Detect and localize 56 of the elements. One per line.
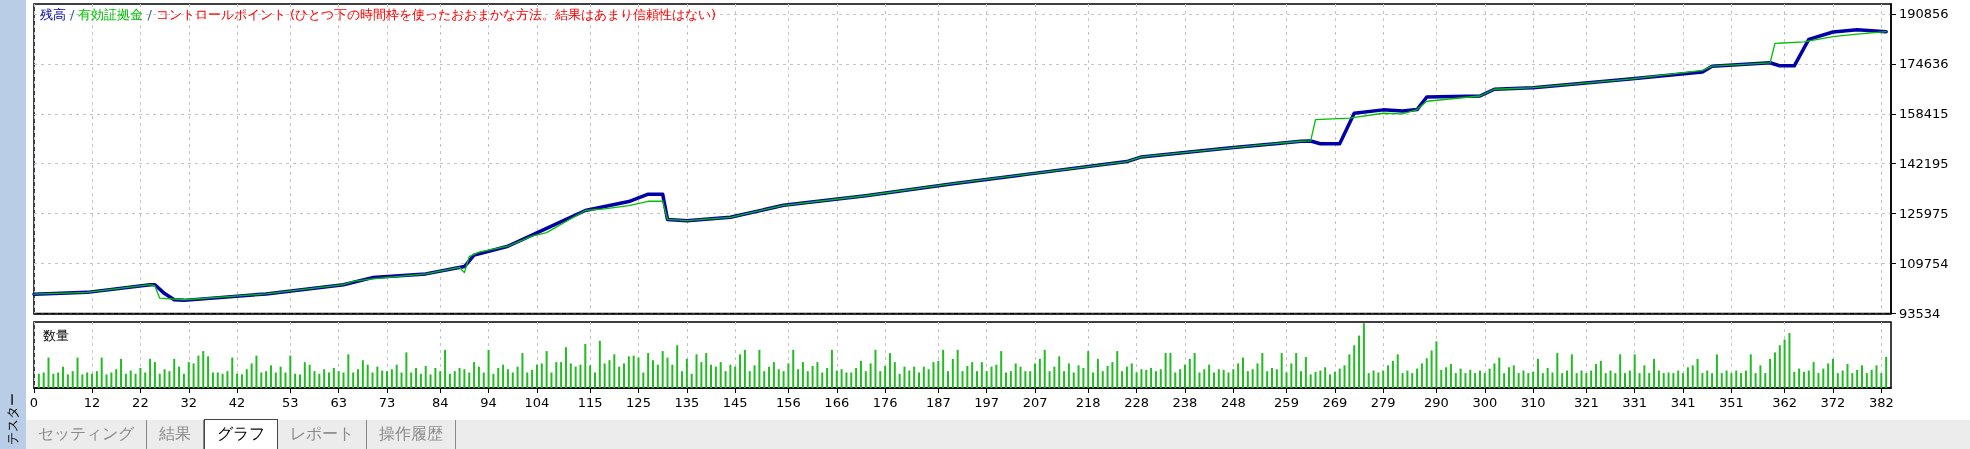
x-tick-label: 321 — [1573, 395, 1599, 410]
x-tick-label: 176 — [872, 395, 898, 410]
x-tick-label: 32 — [180, 395, 198, 410]
y-tick-label: 109754 — [1899, 256, 1949, 272]
x-tick-label: 53 — [282, 395, 299, 410]
x-tick-label: 73 — [378, 395, 396, 410]
y-tick-label: 125975 — [1899, 206, 1949, 222]
text: レポート — [278, 420, 367, 449]
x-tick-label: 115 — [577, 395, 603, 410]
x-tick-label: 238 — [1172, 395, 1198, 410]
chart-title: 数量 — [43, 328, 69, 343]
x-tick-label: 228 — [1124, 395, 1150, 410]
y-tick-label: 158415 — [1899, 106, 1949, 122]
x-tick-label: 12 — [83, 395, 101, 410]
x-tick-label: 63 — [330, 395, 347, 410]
x-tick-label: 135 — [674, 395, 700, 410]
x-tick-label: 290 — [1424, 395, 1449, 410]
annotation: コントロールポイント (ひとつ下の時間枠を使ったおおまかな方法。結果はあまり信頼性はない) — [155, 7, 717, 22]
x-tick-label: 259 — [1274, 395, 1299, 410]
x-tick-label: 310 — [1520, 395, 1546, 410]
x-tick-label: 382 — [1868, 395, 1894, 410]
x-tick-label: 125 — [626, 395, 651, 410]
x-tick-label: 104 — [524, 395, 550, 410]
text: テスター — [4, 393, 21, 445]
x-tick-label: 207 — [1022, 395, 1048, 410]
x-tick-label: 145 — [722, 395, 748, 410]
x-tick-label: 94 — [480, 395, 497, 410]
x-tick-label: 187 — [925, 395, 951, 410]
text: セッティング — [26, 420, 147, 449]
y-tick-label: 174636 — [1899, 56, 1949, 72]
x-tick-label: 84 — [431, 395, 449, 410]
x-tick-label: 279 — [1370, 395, 1396, 410]
x-tick-label: 351 — [1719, 395, 1744, 410]
x-tick-label: 362 — [1772, 395, 1798, 410]
y-tick-label: 93534 — [1899, 306, 1941, 321]
x-tick-label: 218 — [1075, 395, 1101, 410]
x-tick-label: 248 — [1220, 395, 1246, 410]
x-tick-label: 197 — [974, 395, 1000, 410]
x-tick-label: 331 — [1622, 395, 1648, 410]
x-tick-label: 156 — [775, 395, 801, 410]
annotation: / — [147, 7, 153, 22]
text: 結果 — [147, 420, 204, 449]
x-tick-label: 300 — [1472, 395, 1498, 410]
x-tick-label: 372 — [1820, 395, 1846, 410]
y-tick-label: 142195 — [1899, 156, 1949, 172]
annotation: / — [70, 7, 75, 22]
x-tick-label: 269 — [1322, 395, 1348, 410]
x-tick-label: 0 — [29, 395, 39, 410]
x-tick-label: 166 — [824, 395, 850, 410]
text: 操作履歴 — [367, 420, 456, 449]
y-tick-label: 190856 — [1899, 6, 1949, 22]
x-tick-label: 22 — [132, 395, 149, 410]
x-tick-label: 341 — [1670, 395, 1696, 410]
text: 有効証拠金 — [78, 7, 144, 22]
x-tick-label: 42 — [228, 395, 246, 410]
text: 残高 — [40, 7, 66, 22]
